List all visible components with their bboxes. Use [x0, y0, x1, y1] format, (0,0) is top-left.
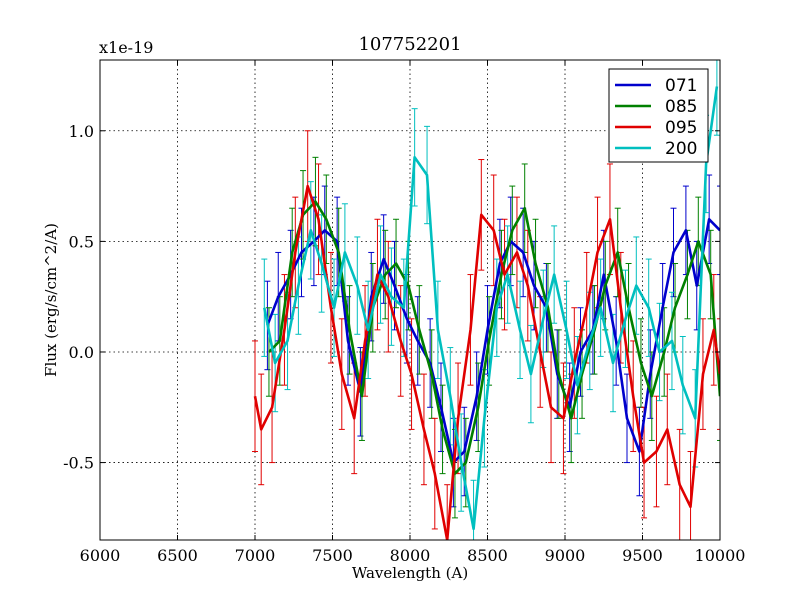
x-tick-label: 8500: [467, 546, 508, 565]
y-offset-label: x1e-19: [99, 38, 153, 57]
ticks: 6000 6500 7000 7500 8000 8500 9000 9500 10000 -0.…: [63, 60, 745, 565]
series-line-071: [266, 218, 720, 464]
x-tick-label: 6500: [157, 546, 198, 565]
x-tick-label: 9000: [545, 546, 586, 565]
y-axis-label: Flux (erg/s/cm^2/A): [42, 223, 60, 377]
x-axis-label: Wavelength (A): [352, 564, 468, 582]
x-tick-label: 10000: [695, 546, 746, 565]
legend-label-200: 200: [665, 139, 697, 159]
y-tick-label: -0.5: [63, 454, 94, 473]
chart-title: 107752201: [358, 34, 461, 55]
legend-label-071: 071: [665, 76, 697, 96]
x-tick-label: 8000: [390, 546, 431, 565]
x-tick-label: 6000: [80, 546, 121, 565]
series-line-200: [263, 86, 719, 531]
x-tick-label: 7500: [312, 546, 353, 565]
series-layer: [252, 60, 720, 540]
y-tick-label: 0.0: [69, 343, 94, 362]
y-tick-label: 0.5: [69, 232, 94, 251]
series-line-085: [268, 200, 720, 475]
legend-label-095: 095: [665, 118, 697, 138]
legend-label-085: 085: [665, 97, 697, 117]
x-tick-label: 9500: [622, 546, 663, 565]
y-tick-label: 1.0: [69, 122, 94, 141]
x-tick-label: 7000: [235, 546, 276, 565]
